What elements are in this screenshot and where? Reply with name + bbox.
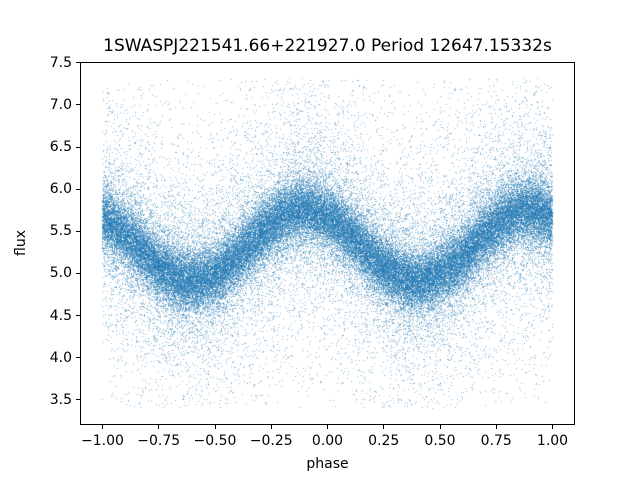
plot-area-border [80, 62, 575, 425]
y-tick-label: 4.5 [49, 307, 72, 324]
y-tick-label: 3.5 [49, 391, 72, 408]
x-tick-mark [270, 425, 272, 429]
y-tick-label: 5.0 [49, 265, 72, 282]
x-tick-mark [327, 425, 328, 429]
x-tick-mark [158, 425, 160, 429]
x-tick-label: 1.00 [536, 433, 569, 449]
x-tick-label: 0.25 [368, 433, 400, 449]
x-tick-mark [383, 425, 385, 429]
x-tick-mark [214, 425, 216, 429]
y-tick-label: 6.5 [49, 139, 72, 156]
y-tick-mark [76, 399, 80, 401]
y-tick-mark [76, 230, 80, 232]
y-axis-label: flux [13, 230, 29, 256]
x-tick-label: −0.25 [249, 433, 293, 449]
y-tick-label: 5.5 [49, 223, 72, 240]
x-tick-mark [495, 425, 497, 429]
y-tick-label: 6.0 [49, 181, 72, 198]
y-tick-label: 7.0 [49, 96, 72, 113]
x-tick-mark [439, 425, 441, 429]
x-axis-label: phase [306, 456, 349, 472]
x-tick-label: −0.50 [193, 433, 237, 449]
x-tick-label: −0.75 [137, 433, 181, 449]
x-tick-mark [552, 425, 553, 429]
y-tick-mark [76, 146, 80, 148]
x-tick-label: 0.00 [311, 433, 344, 449]
x-tick-label: −1.00 [81, 433, 124, 449]
y-tick-label: 4.0 [49, 349, 72, 366]
y-tick-mark [76, 62, 80, 64]
x-tick-label: 0.75 [480, 433, 512, 449]
y-tick-mark [76, 104, 80, 106]
x-tick-label: 0.50 [424, 433, 456, 449]
y-tick-mark [76, 315, 80, 316]
y-tick-mark [76, 188, 80, 190]
plot-title: 1SWASPJ221541.66+221927.0 Period 12647.1… [103, 36, 552, 56]
y-tick-mark [76, 272, 80, 274]
y-tick-mark [76, 357, 80, 359]
x-tick-mark [102, 425, 103, 429]
y-tick-label: 7.5 [49, 54, 72, 71]
